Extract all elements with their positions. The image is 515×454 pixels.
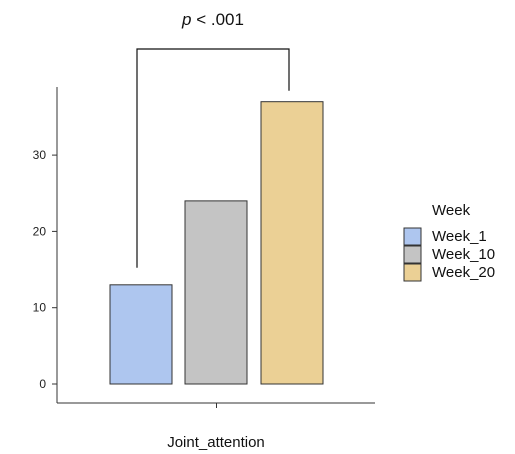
legend-label: Week_10 (432, 246, 495, 263)
p-relation: < .001 (192, 10, 244, 29)
significance-bracket: p < .001 (136, 10, 290, 268)
bracket-line (136, 48, 290, 268)
legend-label: Week_20 (432, 264, 495, 281)
bar-week-20 (260, 101, 324, 385)
legend-swatch (403, 263, 422, 282)
x-axis (57, 402, 375, 408)
legend-title: Week (432, 202, 471, 219)
legend-swatch (403, 227, 422, 246)
bar-week-1 (109, 284, 173, 385)
y-axis: 0 10 20 30 (33, 87, 58, 403)
p-symbol: p (181, 10, 191, 29)
legend-swatch (403, 245, 422, 264)
legend-label: Week_1 (432, 228, 487, 245)
y-tick-label: 30 (33, 148, 47, 162)
bars (109, 101, 324, 385)
x-axis-title: Joint_attention (167, 434, 265, 451)
p-value-label: p < .001 (181, 10, 244, 29)
y-tick-label: 0 (39, 377, 46, 391)
bar-week-10 (184, 200, 248, 385)
y-tick-label: 10 (33, 301, 47, 315)
y-tick-label: 20 (33, 224, 47, 238)
